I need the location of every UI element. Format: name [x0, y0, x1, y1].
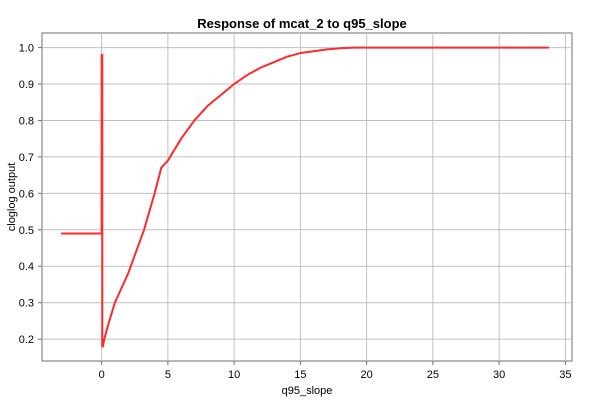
y-tick-label: 1.0: [19, 43, 34, 55]
y-axis-label: cloglog output: [6, 163, 18, 232]
x-tick-label: 15: [294, 369, 306, 381]
y-tick-label: 0.4: [19, 261, 34, 273]
x-tick-label: 20: [361, 369, 373, 381]
chart-title: Response of mcat_2 to q95_slope: [197, 16, 407, 31]
x-tick-label: 10: [228, 369, 240, 381]
response-line: [60, 46, 550, 348]
x-tick-label: 5: [165, 369, 171, 381]
y-tick-label: 0.9: [19, 79, 34, 91]
y-tick-label: 0.2: [19, 334, 34, 346]
y-tick-label: 0.6: [19, 188, 34, 200]
y-tick-label: 0.5: [19, 225, 34, 237]
y-tick-label: 0.3: [19, 298, 34, 310]
x-tick-label: 35: [559, 369, 571, 381]
plot-area: [41, 32, 573, 362]
x-tick-label: 25: [427, 369, 439, 381]
x-tick-label: 0: [99, 369, 105, 381]
x-axis-label: q95_slope: [282, 385, 333, 397]
y-tick-label: 0.8: [19, 115, 34, 127]
x-tick-label: 30: [493, 369, 505, 381]
axis-ticks: 0 5 10 15 20 25 30 35 0.2 0.3 0.4 0.5 0.6 0.7 0.8 0.9 1.…: [19, 43, 572, 381]
series-layer: [60, 46, 550, 348]
y-tick-label: 0.7: [19, 152, 34, 164]
